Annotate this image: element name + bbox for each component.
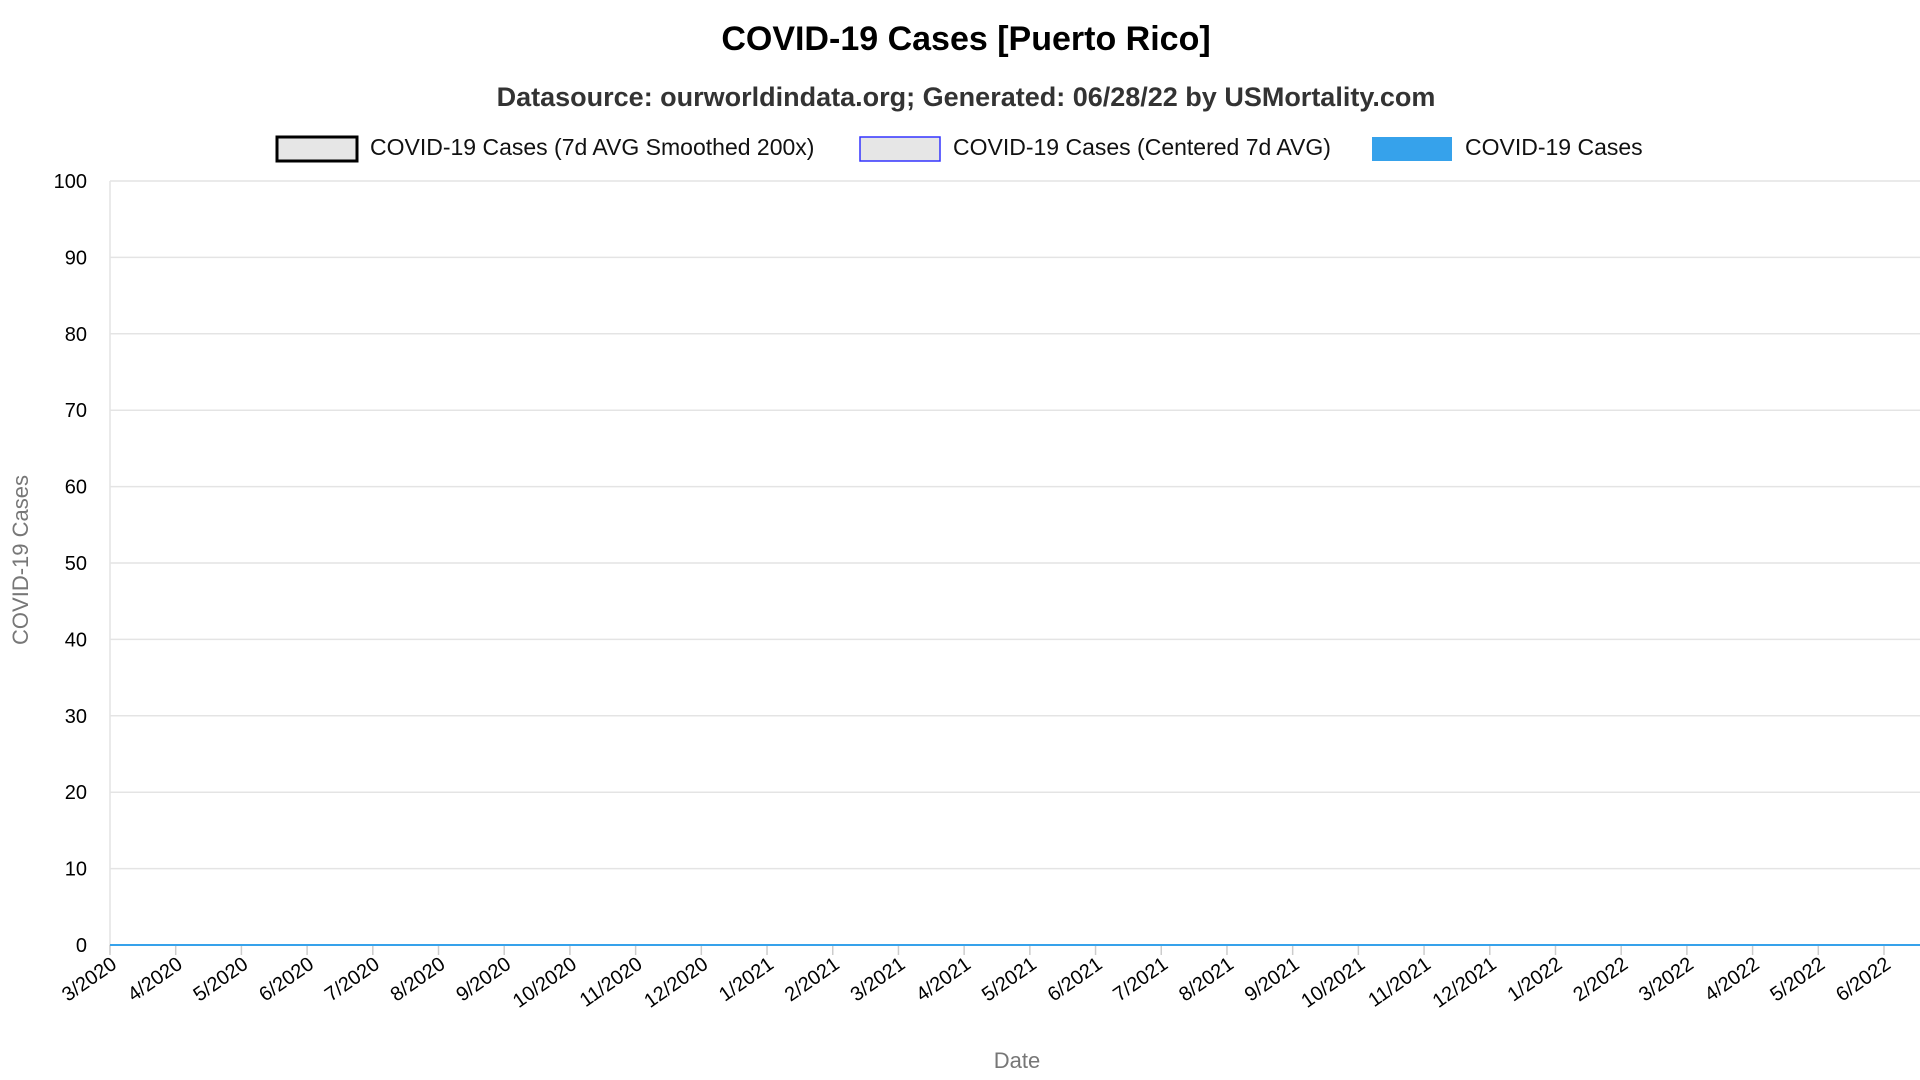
- x-axis-label: Date: [994, 1048, 1040, 1073]
- x-tick-label: 5/2021: [978, 953, 1041, 1006]
- y-axis-label: COVID-19 Cases: [8, 475, 33, 645]
- y-tick-label: 30: [65, 706, 87, 728]
- x-tick-label: 6/2020: [255, 953, 318, 1006]
- legend-swatch: [275, 135, 359, 163]
- legend: COVID-19 Cases (7d AVG Smoothed 200x) COV…: [275, 134, 1643, 163]
- x-tick-label: 3/2020: [58, 953, 121, 1006]
- y-tick-label: 100: [54, 171, 87, 193]
- x-tick-label: 2/2022: [1569, 953, 1632, 1006]
- x-tick-label: 7/2020: [321, 953, 384, 1006]
- chart-title: COVID-19 Cases [Puerto Rico]: [721, 20, 1210, 58]
- y-tick-label: 50: [65, 553, 87, 575]
- y-tick-label: 70: [65, 400, 87, 422]
- x-tick-label: 5/2022: [1766, 953, 1829, 1006]
- y-tick-label: 20: [65, 782, 87, 804]
- x-tick-label: 4/2022: [1701, 953, 1764, 1006]
- y-tick-label: 80: [65, 324, 87, 346]
- x-tick-label: 12/2020: [640, 953, 712, 1012]
- y-axis-ticks: 0 10 20 30 40 50 60 70 80 90 100: [54, 171, 87, 957]
- x-tick-label: 6/2021: [1044, 953, 1107, 1006]
- x-tick-label: 2/2021: [781, 953, 844, 1006]
- legend-label: COVID-19 Cases (Centered 7d AVG): [953, 134, 1331, 160]
- x-tick-label: 1/2021: [715, 953, 778, 1006]
- x-tick-label: 8/2021: [1175, 953, 1238, 1006]
- x-tick-label: 12/2021: [1429, 953, 1501, 1012]
- x-tick-label: 7/2021: [1109, 953, 1172, 1006]
- x-tick-label: 11/2020: [576, 953, 647, 1012]
- x-tick-label: 1/2022: [1504, 953, 1567, 1006]
- x-tick-label: 3/2021: [847, 953, 910, 1006]
- x-tick-label: 4/2020: [124, 953, 187, 1006]
- x-tick-label: 10/2021: [1297, 953, 1369, 1012]
- legend-swatch: [1372, 137, 1452, 161]
- x-axis-ticks: 3/2020 4/2020 5/2020 6/2020 7/2020 8/2020 9/20…: [58, 945, 1895, 1013]
- legend-label: COVID-19 Cases: [1465, 134, 1643, 160]
- y-tick-label: 90: [65, 247, 87, 269]
- x-tick-label: 9/2020: [452, 953, 515, 1006]
- chart-subtitle: Datasource: ourworldindata.org; Generate…: [497, 82, 1436, 112]
- x-tick-label: 6/2022: [1832, 953, 1895, 1006]
- x-tick-label: 11/2021: [1364, 953, 1435, 1012]
- x-tick-label: 5/2020: [190, 953, 253, 1006]
- x-tick-label: 10/2020: [509, 953, 581, 1012]
- y-tick-label: 0: [76, 935, 87, 957]
- legend-swatch: [859, 136, 941, 162]
- x-tick-label: 3/2022: [1635, 953, 1698, 1006]
- x-tick-label: 4/2021: [912, 953, 975, 1006]
- y-tick-label: 10: [65, 859, 87, 881]
- x-tick-label: 8/2020: [387, 953, 450, 1006]
- x-tick-label: 9/2021: [1241, 953, 1304, 1006]
- legend-label: COVID-19 Cases (7d AVG Smoothed 200x): [370, 134, 814, 160]
- grid: [109, 180, 1920, 953]
- y-tick-label: 60: [65, 477, 87, 499]
- y-tick-label: 40: [65, 629, 87, 651]
